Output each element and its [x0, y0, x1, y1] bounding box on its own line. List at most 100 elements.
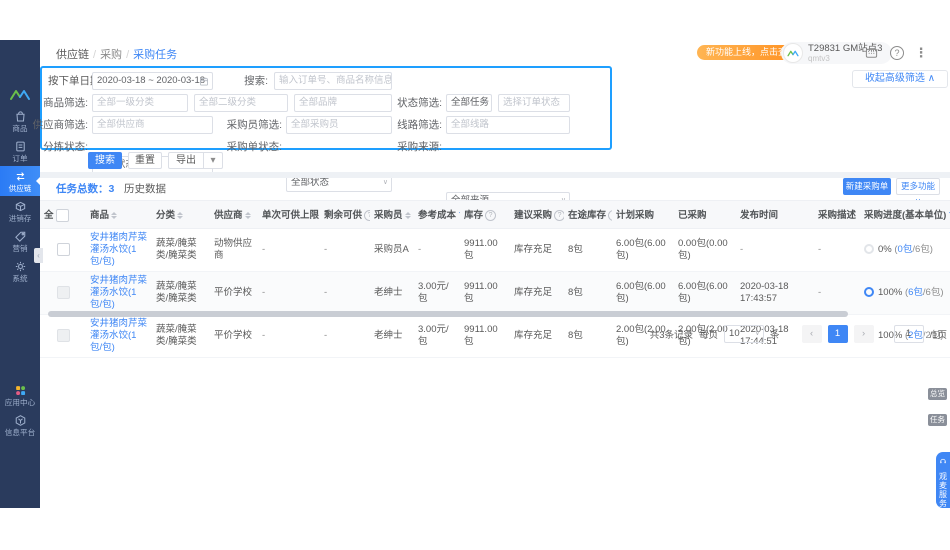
po-status-label: 采购单状态:	[226, 141, 282, 153]
progress-cell: 100% (2包/2包)	[860, 314, 950, 358]
brand-logo-icon	[0, 86, 40, 104]
create-purchase-order-button[interactable]: 新建采购单	[843, 178, 891, 195]
column-header-purchased: 已采购	[674, 200, 736, 229]
cell-supplier: 平价学校	[210, 271, 258, 315]
more-functions-button[interactable]: 更多功能 ∨	[896, 178, 940, 206]
filter-icon[interactable]	[459, 212, 460, 218]
sort-icon[interactable]	[244, 212, 251, 220]
date-range-input[interactable]: 2020-03-18 ~ 2020-03-18	[92, 72, 213, 90]
supplier-input[interactable]: 全部供应商	[92, 116, 213, 134]
message-icon[interactable]	[864, 46, 878, 60]
records-total: 共3条记录	[649, 330, 694, 341]
per-page-select[interactable]: 10 ∨	[724, 325, 765, 343]
kebab-menu-icon[interactable]: ⋮	[914, 45, 928, 60]
cell-max_supply: -	[258, 314, 320, 358]
prev-page-button[interactable]: ‹	[801, 325, 822, 343]
category2-input[interactable]: 全部二级分类	[194, 94, 288, 112]
cell-ref_cost: -	[414, 228, 460, 272]
task-status-select[interactable]: 全部任务 ∨	[446, 94, 492, 112]
row-checkbox[interactable]	[56, 243, 70, 257]
page-1-button[interactable]: 1	[827, 325, 848, 343]
column-header-plan: 计划采购	[612, 200, 674, 229]
buyer-input[interactable]: 全部采购员	[286, 116, 392, 134]
sidebar-bottom-menu: 应用中心 信息平台	[0, 380, 40, 440]
goods-filter-label: 商品筛选:	[43, 97, 88, 109]
sidebar-item-system[interactable]: 系统	[0, 256, 40, 286]
column-header-suggest: 建议采购?	[510, 200, 564, 229]
sidebar-item-app-center[interactable]: 应用中心	[0, 380, 40, 410]
buyer-filter-label: 采购员筛选:	[226, 119, 282, 131]
export-button[interactable]: 导出	[168, 152, 204, 169]
column-label: 已采购	[678, 210, 707, 222]
product-link[interactable]: 安井猪肉芹菜灌汤水饺(1包/包)	[90, 231, 148, 267]
horizontal-scrollbar[interactable]	[40, 310, 950, 318]
cell-plan: 6.00包(6.00包)	[612, 271, 674, 315]
next-page-button[interactable]: ›	[853, 325, 874, 343]
cell-transit: 8包	[564, 314, 612, 358]
cell-stock: 9911.00包	[460, 271, 510, 315]
progress-percent: 0%	[878, 243, 892, 255]
tab-task-total[interactable]: 任务总数：3	[56, 183, 115, 195]
help-icon[interactable]: ?	[890, 46, 904, 60]
page-jump-input[interactable]: 1	[893, 325, 924, 343]
cell-stock: 9911.00包	[460, 228, 510, 272]
column-label: 建议采购	[514, 210, 553, 222]
sidebar-item-orders[interactable]: 订单	[0, 136, 40, 166]
sidebar-item-info-platform[interactable]: 信息平台	[0, 410, 40, 440]
sidebar-collapse-handle[interactable]: ‹	[34, 248, 43, 263]
reset-button[interactable]: 重置	[128, 152, 162, 169]
cell-transit: 8包	[564, 228, 612, 272]
quick-nav-tag-task[interactable]: 任务	[928, 414, 947, 426]
column-header-category: 分类	[152, 200, 210, 229]
search-label: 搜索:	[244, 75, 268, 87]
sidebar-item-inventory[interactable]: 进销存	[0, 196, 40, 226]
sidebar-item-marketing[interactable]: 营销	[0, 226, 40, 256]
search-button[interactable]: 搜索	[88, 152, 122, 169]
new-feature-banner[interactable]: 新功能上线，点击查看	[697, 45, 806, 60]
brand-input[interactable]: 全部品牌	[294, 94, 392, 112]
product-link[interactable]: 安井猪肉芹菜灌汤水饺(1包/包)	[90, 317, 148, 353]
product-link[interactable]: 安井猪肉芹菜灌汤水饺(1包/包)	[90, 274, 148, 310]
collapse-advanced-filter-button[interactable]: 收起高级筛选 ∧	[852, 70, 948, 88]
user-menu[interactable]: T29831 GM站点3 qmtv3	[781, 42, 893, 64]
cell-suggest: 库存充足	[510, 314, 564, 358]
route-input[interactable]: 全部线路	[446, 116, 570, 134]
info-icon[interactable]: ?	[485, 210, 497, 222]
search-input[interactable]: 输入订单号、商品名称信息搜索	[274, 72, 392, 90]
orders-icon	[14, 140, 27, 153]
cell-desc: -	[814, 271, 860, 315]
cell-plan: 6.00包(6.00包)	[612, 228, 674, 272]
progress-cell: 100% (6包/6包)	[860, 271, 950, 315]
sidebar: 商品 订单 供应链 进销存 营销 系统 应用中心 信息平台	[0, 40, 40, 508]
sort-icon[interactable]	[404, 212, 411, 220]
breadcrumb-item[interactable]: 采购	[100, 49, 123, 61]
info-icon[interactable]: ?	[364, 210, 370, 222]
service-floating-button[interactable]: 观麦服务	[936, 452, 950, 508]
info-icon[interactable]: ?	[608, 210, 612, 222]
sidebar-item-goods[interactable]: 商品	[0, 106, 40, 136]
row-checkbox	[56, 329, 70, 343]
sidebar-item-supply-chain[interactable]: 供应链	[0, 166, 40, 196]
breadcrumb-item[interactable]: 供应链	[56, 49, 89, 61]
tab-history-data[interactable]: 历史数据	[124, 183, 166, 195]
cell-category: 蔬菜/腌菜类/腌菜类	[152, 314, 210, 358]
info-icon[interactable]: ?	[554, 210, 564, 222]
progress-done-link[interactable]: 2包	[908, 329, 923, 341]
total-pages-label: /1页	[929, 330, 947, 341]
scrollbar-thumb[interactable]	[48, 311, 848, 317]
sort-icon[interactable]	[177, 212, 184, 220]
supply-chain-icon	[14, 170, 27, 183]
active-item-notch	[36, 177, 40, 185]
progress-ring	[864, 286, 874, 297]
quick-nav-tag-overview[interactable]: 总览	[928, 388, 947, 400]
export-dropdown-button[interactable]: ▾	[203, 152, 223, 169]
progress-done-link[interactable]: 6包	[908, 286, 923, 298]
sort-icon[interactable]	[111, 212, 118, 220]
order-status-input[interactable]: 选择订单状态	[498, 94, 570, 112]
column-label: 分类	[156, 210, 176, 222]
select-all-checkbox[interactable]	[56, 208, 70, 222]
progress-done-link[interactable]: 0包	[897, 243, 913, 255]
category1-input[interactable]: 全部一级分类	[92, 94, 188, 112]
cell-max_supply: -	[258, 228, 320, 272]
